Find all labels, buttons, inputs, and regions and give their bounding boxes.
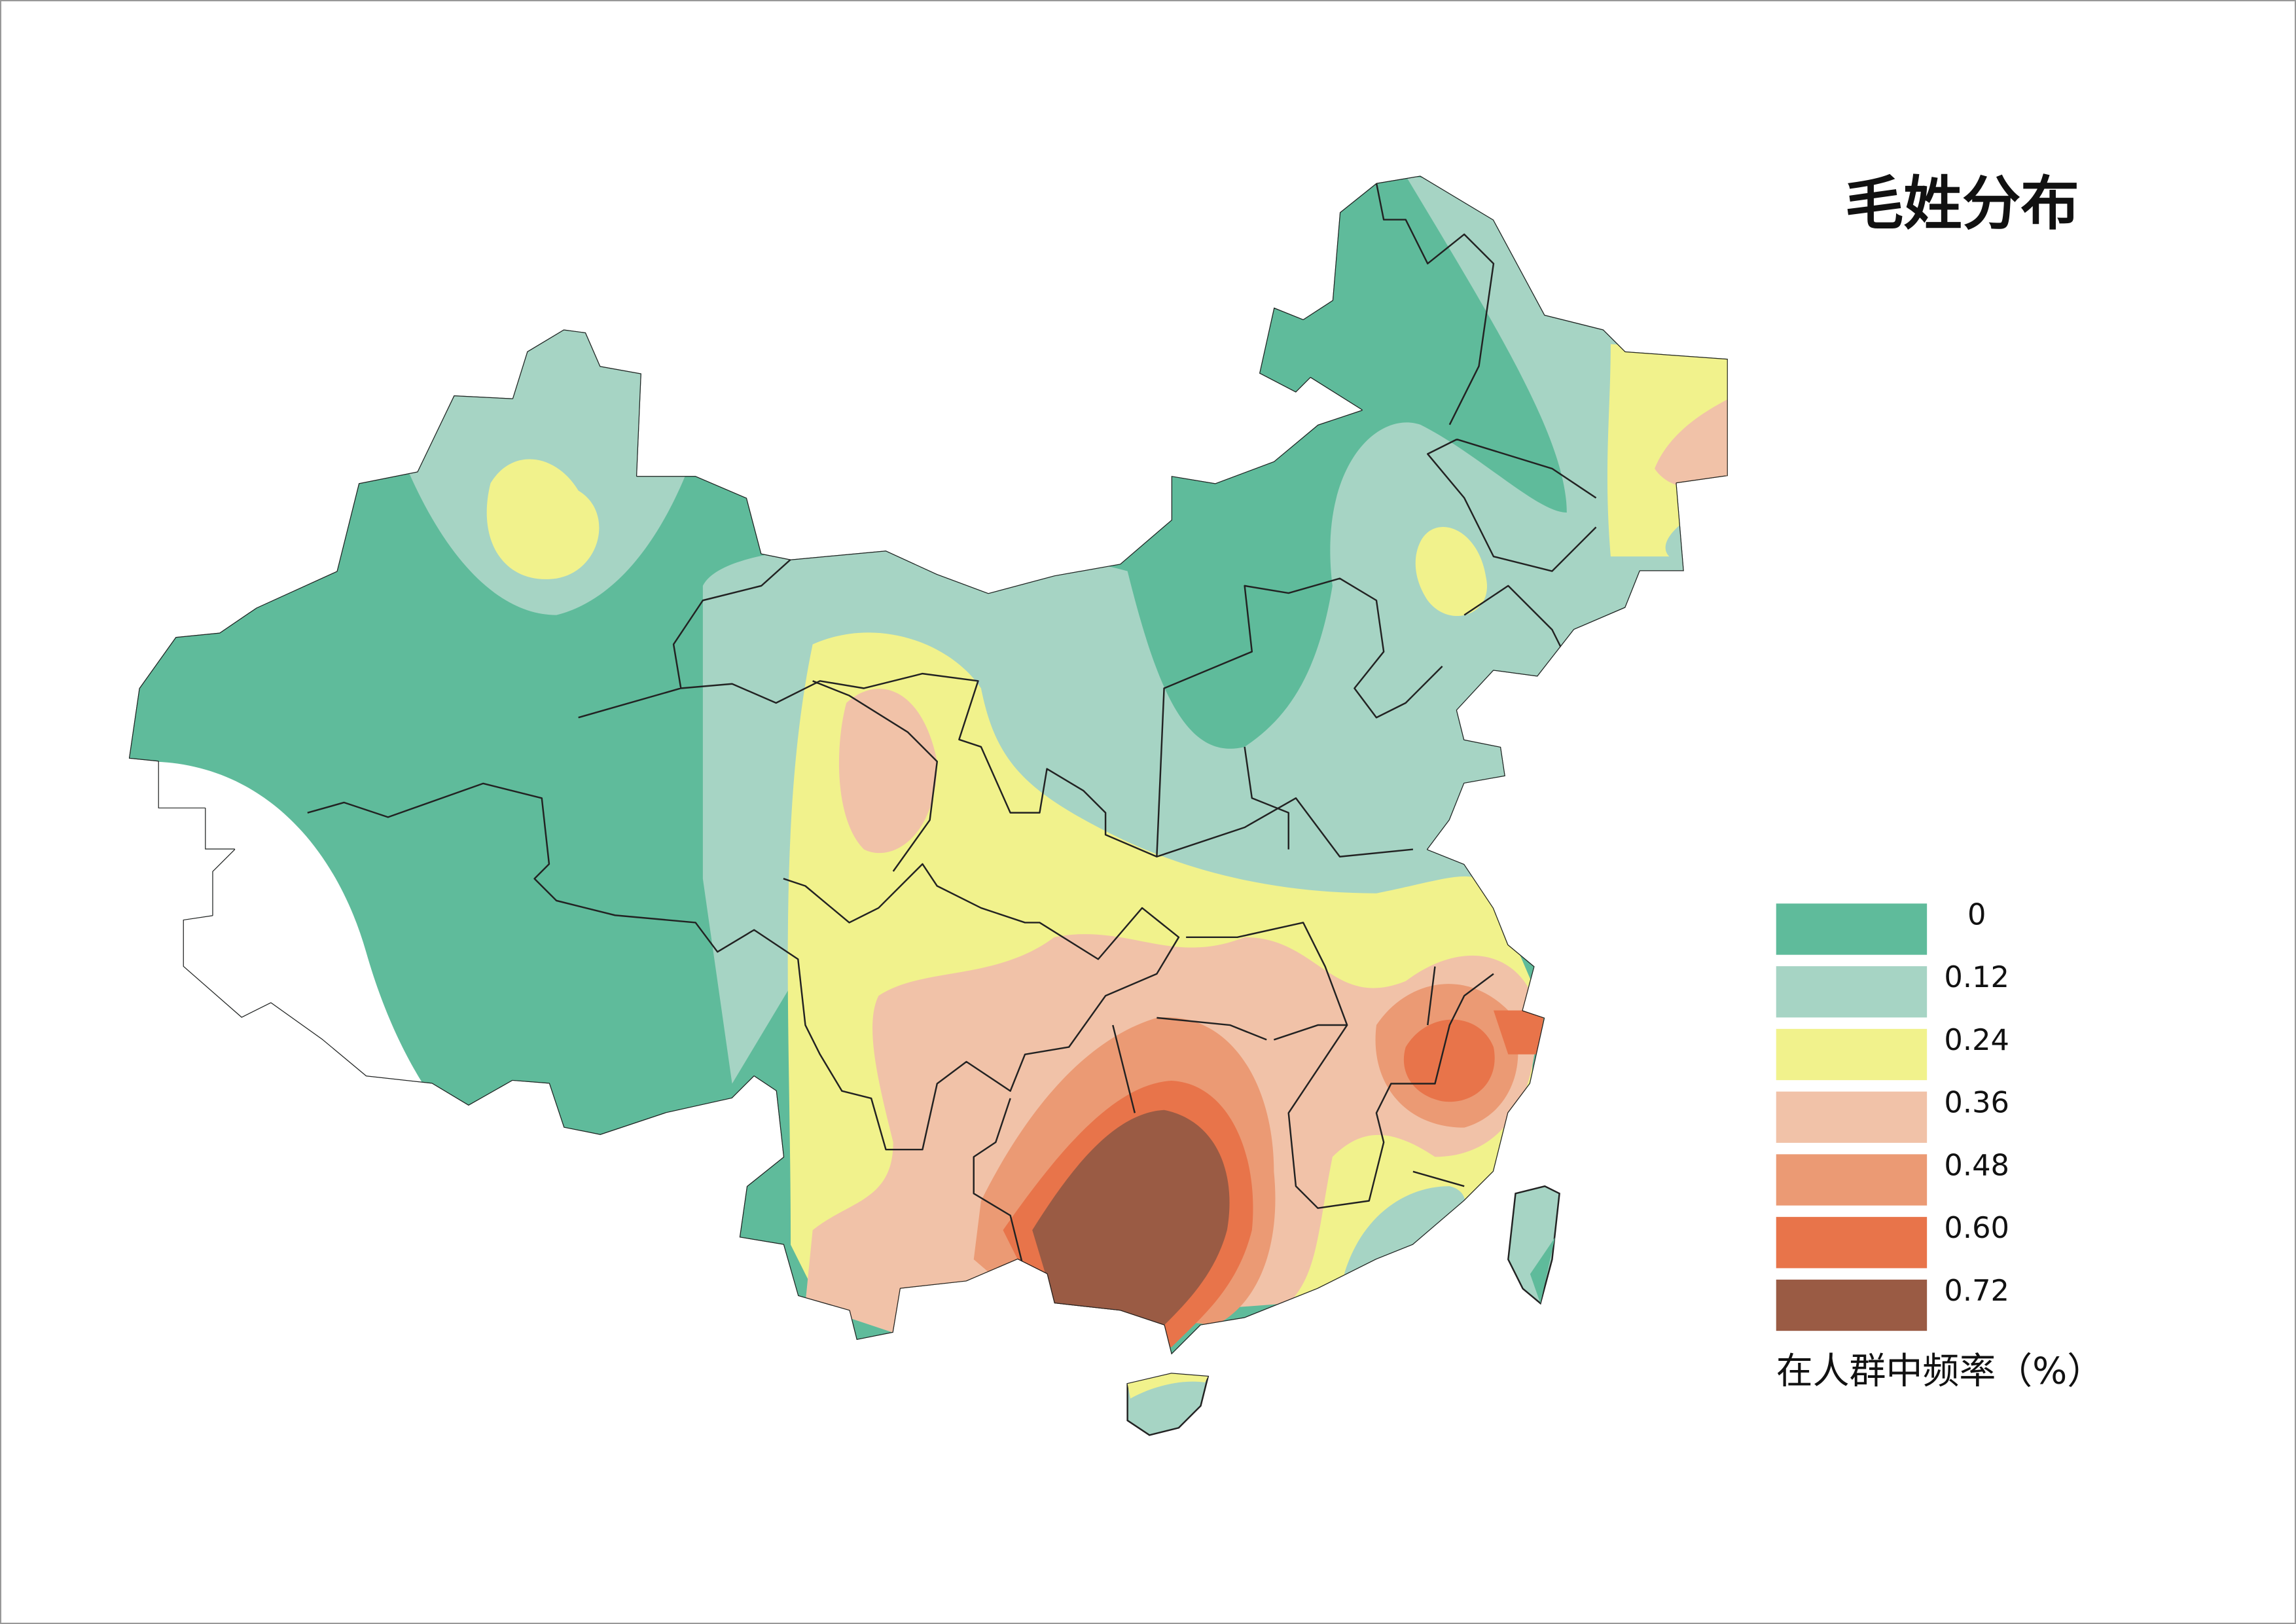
legend-swatch	[1776, 1154, 1928, 1206]
legend: 0 0.12 0.24 0.36 0.48 0.60 0.72	[1776, 897, 2009, 1331]
legend-label: 0.36	[1944, 1085, 2009, 1120]
legend-swatch	[1776, 966, 1928, 1018]
legend-label: 0.72	[1944, 1273, 2009, 1308]
legend-label: 0.60	[1944, 1210, 2009, 1245]
legend-swatch	[1776, 903, 1928, 955]
map-title: 毛姓分布	[1845, 170, 2079, 238]
zone-036	[838, 689, 937, 854]
hainan-zone-024	[1127, 1373, 1208, 1399]
legend-swatch	[1776, 1091, 1928, 1143]
zone-024	[1415, 526, 1488, 617]
legend-label: 0.12	[1944, 960, 2009, 994]
legend-caption: 在人群中频率（%）	[1776, 1350, 2104, 1393]
taiwan-zone-0	[1530, 1237, 1555, 1304]
zone-036	[1655, 395, 1728, 491]
legend-label: 0	[1967, 897, 1986, 931]
zone-012	[1344, 1186, 1465, 1274]
legend-label: 0.24	[1944, 1022, 2009, 1057]
legend-swatch	[1776, 1279, 1928, 1331]
zone-060	[1403, 1010, 1545, 1102]
legend-swatch	[1776, 1028, 1928, 1081]
legend-swatch	[1776, 1217, 1928, 1269]
zone-072	[1032, 1110, 1230, 1326]
zone-024	[486, 459, 600, 579]
legend-label: 0.48	[1944, 1147, 2009, 1182]
